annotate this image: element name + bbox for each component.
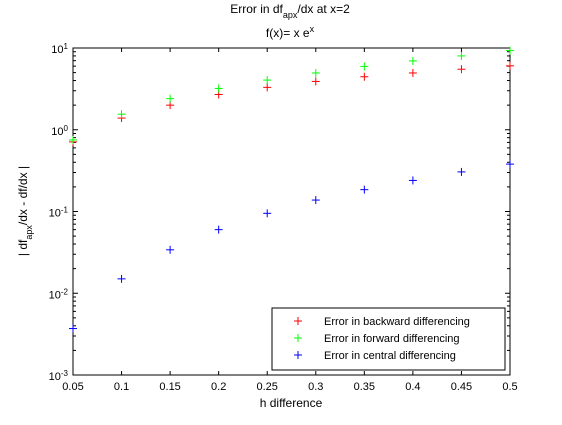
legend-label-forward: Error in forward differencing <box>324 333 460 345</box>
x-tick-label: 0.05 <box>62 381 83 393</box>
backward-point <box>457 65 466 74</box>
legend-label-central: Error in central differencing <box>324 350 456 362</box>
chart-subtitle: f(x)= x ex <box>266 24 315 40</box>
y-tick-label: 10-1 <box>49 205 69 220</box>
forward-point <box>214 84 223 93</box>
legend-marker-backward <box>294 317 302 325</box>
x-axis-label: h difference <box>260 396 323 410</box>
y-tick-label: 101 <box>51 42 68 57</box>
data-marks <box>69 46 514 333</box>
x-tick-label: 0.45 <box>451 381 472 393</box>
forward-point <box>408 56 417 65</box>
y-tick-label: 10-3 <box>49 369 69 384</box>
forward-point <box>117 110 126 119</box>
central-point <box>360 185 369 194</box>
legend-box <box>271 307 506 371</box>
x-tick-label: 0.35 <box>354 381 375 393</box>
central-point <box>263 209 272 218</box>
x-tick-label: 0.1 <box>114 381 129 393</box>
forward-point <box>69 135 77 144</box>
forward-point <box>457 51 466 60</box>
central-point <box>311 196 320 205</box>
backward-point <box>311 77 320 86</box>
backward-point <box>506 61 514 70</box>
chart-title: Error in dfapx/dx at x=2 <box>230 2 350 20</box>
y-axis-label: | dfapx/dx - df/dx | <box>16 166 34 256</box>
forward-point <box>263 76 272 85</box>
y-tick-label: 10-2 <box>49 287 69 302</box>
x-tick-label: 0.15 <box>159 381 180 393</box>
central-point <box>506 160 514 169</box>
axis-ticks: 0.05 0.1 0.15 0.2 0.25 0.3 0.35 0.4 0.45 0.5 10-3 1… <box>49 42 518 394</box>
x-tick-label: 0.3 <box>308 381 323 393</box>
central-point <box>457 167 466 176</box>
x-tick-label: 0.5 <box>502 381 517 393</box>
backward-point <box>408 68 417 77</box>
legend-label-backward: Error in backward differencing <box>324 316 470 328</box>
forward-point <box>360 62 369 71</box>
legend-marker-central <box>294 351 302 359</box>
legend-marker-forward <box>294 334 302 342</box>
backward-point <box>263 83 272 92</box>
central-point <box>117 274 126 283</box>
x-tick-label: 0.25 <box>257 381 278 393</box>
central-point <box>166 245 175 254</box>
central-point <box>408 176 417 185</box>
x-tick-label: 0.2 <box>211 381 226 393</box>
legend: Error in backward differencing Error in f… <box>271 307 506 371</box>
central-point <box>214 225 223 234</box>
backward-point <box>360 72 369 81</box>
forward-point <box>506 46 514 55</box>
y-tick-label: 100 <box>51 123 68 138</box>
forward-point <box>166 94 175 103</box>
central-point <box>69 324 77 333</box>
forward-point <box>311 68 320 77</box>
x-tick-label: 0.4 <box>405 381 420 393</box>
